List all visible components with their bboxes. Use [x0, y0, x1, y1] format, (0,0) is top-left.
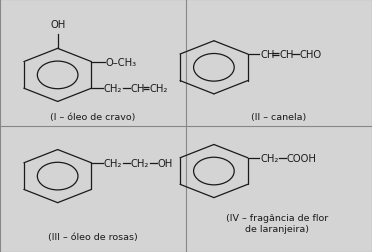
Text: (IV – fragância de flor
de laranjeira): (IV – fragância de flor de laranjeira) [226, 213, 328, 233]
Text: CH: CH [131, 84, 145, 94]
Text: (II – canela): (II – canela) [251, 113, 307, 122]
Text: CH₂: CH₂ [104, 84, 122, 94]
Text: CH₂: CH₂ [260, 153, 278, 163]
Text: OH: OH [157, 158, 173, 168]
Text: OH: OH [50, 20, 65, 30]
Text: O–CH₃: O–CH₃ [105, 57, 137, 67]
Text: CH₂: CH₂ [150, 84, 168, 94]
Text: COOH: COOH [287, 153, 317, 163]
Text: CH₂: CH₂ [104, 158, 122, 168]
Text: (III – óleo de rosas): (III – óleo de rosas) [48, 232, 138, 241]
Text: CH: CH [260, 50, 275, 60]
Text: CHO: CHO [299, 50, 321, 60]
Text: CH₂: CH₂ [131, 158, 149, 168]
Text: CH: CH [280, 50, 294, 60]
Text: (I – óleo de cravo): (I – óleo de cravo) [50, 113, 136, 122]
